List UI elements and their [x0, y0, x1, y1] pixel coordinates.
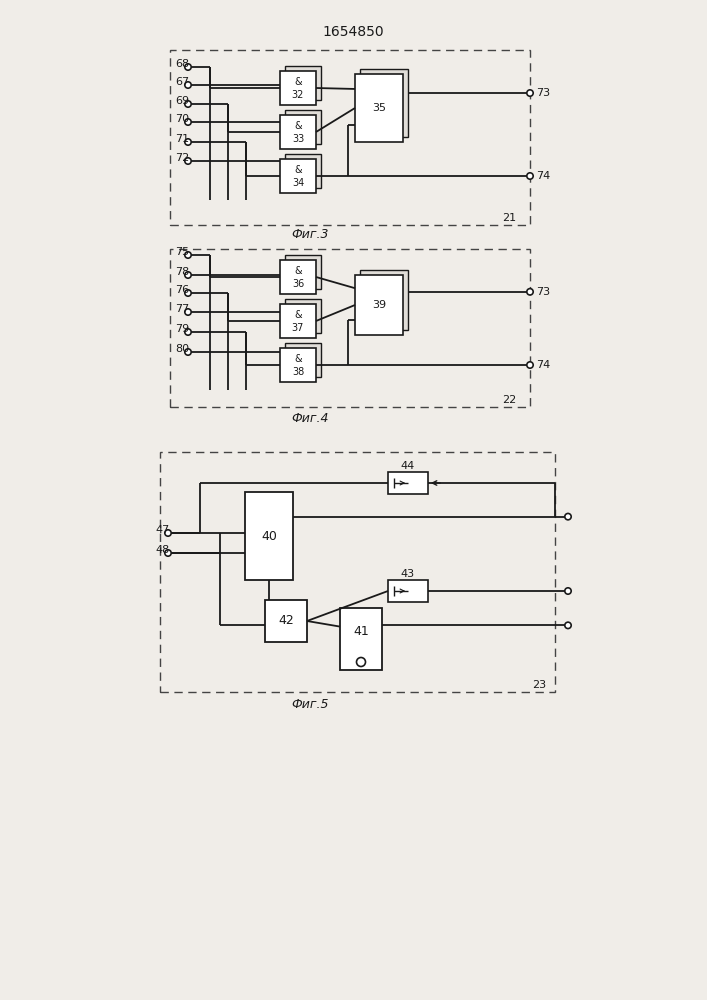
- Text: 40: 40: [261, 530, 277, 542]
- Circle shape: [185, 309, 191, 315]
- Bar: [285, 343, 321, 377]
- Bar: [170, 249, 530, 407]
- Circle shape: [565, 622, 571, 629]
- Text: 1654850: 1654850: [322, 25, 384, 39]
- Text: 35: 35: [372, 103, 386, 113]
- Circle shape: [185, 290, 191, 296]
- Circle shape: [565, 513, 571, 520]
- Circle shape: [356, 658, 366, 666]
- Text: 39: 39: [372, 300, 386, 310]
- Text: 70: 70: [175, 114, 189, 124]
- Circle shape: [185, 329, 191, 335]
- Text: 78: 78: [175, 267, 189, 277]
- Bar: [160, 452, 555, 692]
- Circle shape: [185, 139, 191, 145]
- Text: &: &: [294, 121, 302, 131]
- Bar: [388, 472, 428, 494]
- Circle shape: [185, 101, 191, 107]
- Text: 80: 80: [175, 344, 189, 354]
- Text: 32: 32: [292, 90, 304, 100]
- Circle shape: [185, 349, 191, 355]
- Bar: [360, 69, 408, 137]
- Circle shape: [185, 82, 191, 88]
- Bar: [355, 275, 403, 335]
- Bar: [340, 608, 382, 670]
- Bar: [280, 115, 316, 149]
- Text: 23: 23: [532, 680, 546, 690]
- Text: 36: 36: [292, 279, 304, 289]
- Bar: [285, 154, 321, 188]
- Circle shape: [527, 90, 533, 96]
- Circle shape: [185, 252, 191, 258]
- Bar: [285, 66, 321, 100]
- Text: 72: 72: [175, 153, 189, 163]
- Text: 69: 69: [175, 96, 189, 106]
- Text: 68: 68: [175, 59, 189, 69]
- Text: &: &: [294, 77, 302, 87]
- Circle shape: [185, 158, 191, 164]
- Text: 74: 74: [536, 171, 550, 181]
- Text: &: &: [294, 354, 302, 364]
- Bar: [280, 348, 316, 382]
- Bar: [285, 110, 321, 144]
- Bar: [280, 260, 316, 294]
- Bar: [388, 580, 428, 602]
- Text: 76: 76: [175, 285, 189, 295]
- Bar: [280, 71, 316, 105]
- Circle shape: [527, 173, 533, 179]
- Bar: [265, 600, 307, 642]
- Text: 38: 38: [292, 367, 304, 377]
- Text: 34: 34: [292, 178, 304, 188]
- Bar: [280, 304, 316, 338]
- Bar: [170, 50, 530, 225]
- Text: 44: 44: [401, 461, 415, 471]
- Bar: [360, 270, 408, 330]
- Circle shape: [185, 119, 191, 125]
- Circle shape: [185, 272, 191, 278]
- Bar: [245, 492, 293, 580]
- Circle shape: [565, 588, 571, 594]
- Circle shape: [527, 362, 533, 368]
- Text: 47: 47: [155, 525, 169, 535]
- Text: 48: 48: [155, 545, 169, 555]
- Text: 74: 74: [536, 360, 550, 370]
- Text: 42: 42: [278, 614, 294, 628]
- Text: 43: 43: [401, 569, 415, 579]
- Text: 22: 22: [502, 395, 516, 405]
- Text: 77: 77: [175, 304, 189, 314]
- Text: 37: 37: [292, 323, 304, 333]
- Text: Фиг.3: Фиг.3: [291, 228, 329, 240]
- Text: 71: 71: [175, 134, 189, 144]
- Text: 73: 73: [536, 287, 550, 297]
- Bar: [285, 299, 321, 333]
- Text: 75: 75: [175, 247, 189, 257]
- Text: 33: 33: [292, 134, 304, 144]
- Bar: [280, 159, 316, 193]
- Text: 73: 73: [536, 88, 550, 98]
- Text: &: &: [294, 310, 302, 320]
- Bar: [355, 74, 403, 142]
- Bar: [285, 255, 321, 289]
- Circle shape: [165, 530, 171, 536]
- Text: Фиг.4: Фиг.4: [291, 412, 329, 424]
- Text: &: &: [294, 165, 302, 175]
- Text: 21: 21: [502, 213, 516, 223]
- Circle shape: [185, 64, 191, 70]
- Text: 67: 67: [175, 77, 189, 87]
- Text: 79: 79: [175, 324, 189, 334]
- Text: 41: 41: [353, 625, 369, 638]
- Circle shape: [527, 289, 533, 295]
- Text: &: &: [294, 266, 302, 276]
- Text: Фиг.5: Фиг.5: [291, 698, 329, 710]
- Circle shape: [165, 550, 171, 556]
